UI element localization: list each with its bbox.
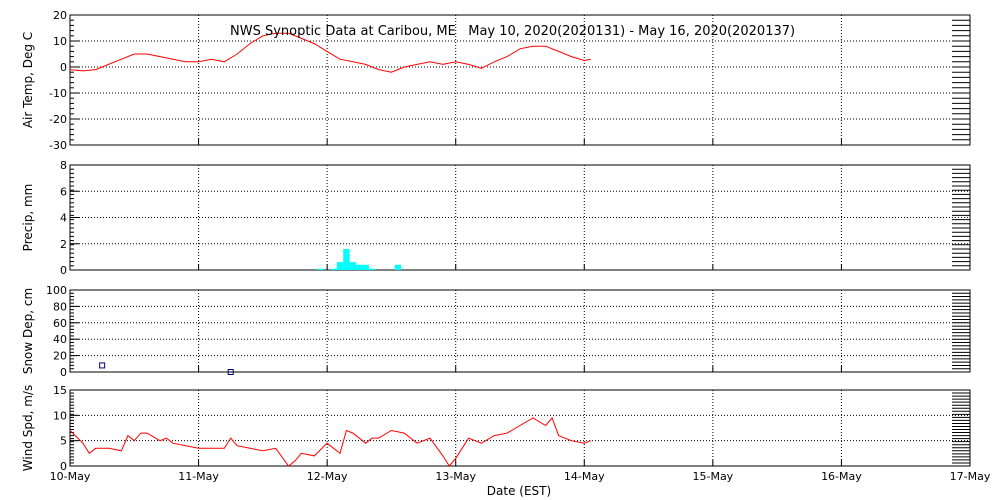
snow-depth-marker [99,362,106,369]
x-tick-label: 10-May [50,470,91,483]
x-tick-label: 17-May [950,470,991,483]
snow-depth-y-tick-label: 20 [53,350,67,363]
snow-depth-y-tick-label: 80 [53,300,67,313]
precip-bar [317,268,324,270]
precip-y-tick-label: 8 [60,159,67,172]
precip-y-tick-label: 0 [60,264,67,277]
precip-bar [394,264,402,270]
air-temp-y-tick-label: 0 [60,61,67,74]
precip-bar [330,268,337,270]
x-tick-label: 16-May [821,470,862,483]
precip-bar [356,264,363,270]
wind-speed-y-axis-label: Wind Spd, m/s [21,385,35,471]
precip-y-axis-label: Precip, mm [21,184,35,252]
air-temp-y-tick-label: -30 [49,139,67,152]
x-tick-label: 11-May [178,470,219,483]
precip-y-tick-label: 4 [60,212,67,225]
wind-speed-series-line [69,416,591,467]
snow-depth-frame [69,289,971,373]
wind-speed-y-tick-label: 10 [53,409,67,422]
snow-depth-y-tick-label: 0 [60,366,67,379]
x-tick-label: 13-May [435,470,476,483]
snow-depth-y-tick-label: 100 [46,284,67,297]
snow-depth-y-tick-label: 60 [53,317,67,330]
air-temp-y-axis-label: Air Temp, Deg C [21,32,35,128]
snow-depth-y-tick-label: 40 [53,333,67,346]
precip-bar [349,262,357,270]
x-tick-label: 12-May [307,470,348,483]
air-temp-series-line [69,32,591,73]
snow-depth-marker [227,369,234,375]
air-temp-y-tick-label: -10 [49,87,67,100]
precip-bar [343,249,350,270]
precip-bar [368,268,376,270]
air-temp-y-tick-label: -20 [49,113,67,126]
precip-y-tick-label: 2 [60,238,67,251]
wind-speed-y-tick-label: 0 [60,460,67,473]
air-temp-y-tick-label: 10 [53,35,67,48]
wind-speed-y-tick-label: 5 [60,435,67,448]
wind-speed-frame [69,389,971,467]
air-temp-frame [69,14,971,146]
snow-depth-y-axis-label: Snow Dep, cm [21,288,35,374]
x-axis-label: Date (EST) [487,484,551,498]
precip-frame [69,164,971,271]
precip-y-tick-label: 6 [60,185,67,198]
precip-bar [362,264,369,270]
x-tick-label: 14-May [564,470,605,483]
air-temp-y-tick-label: 20 [53,9,67,22]
chart-title: NWS Synoptic Data at Caribou, ME May 10,… [230,24,795,39]
wind-speed-y-tick-label: 15 [53,384,67,397]
x-tick-label: 15-May [692,470,733,483]
precip-bar [336,262,344,270]
